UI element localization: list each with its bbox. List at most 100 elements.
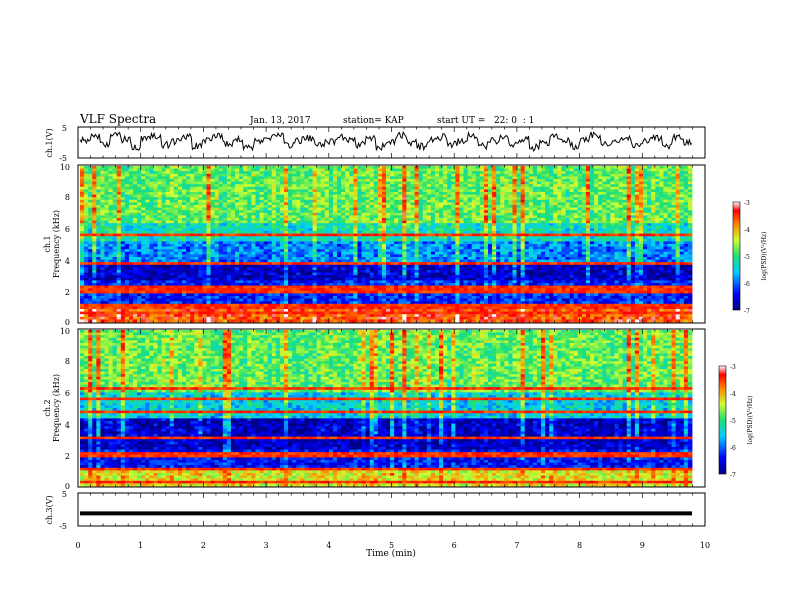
spectrogram-cell xyxy=(116,179,122,182)
spectrogram-cell xyxy=(186,197,191,201)
spectrogram-cell xyxy=(475,238,481,242)
spectrogram-cell xyxy=(133,212,138,216)
spectrogram-cell xyxy=(573,210,579,214)
spectrogram-cell xyxy=(345,166,350,169)
spectrogram-cell xyxy=(606,168,611,172)
spectrogram-cell xyxy=(626,238,632,242)
spectrogram-cell xyxy=(463,166,468,169)
spectrogram-cell xyxy=(116,197,122,201)
spectrogram-cell xyxy=(528,179,534,182)
spectrogram-cell xyxy=(141,231,146,234)
spectrogram-cell xyxy=(426,194,432,198)
spectrogram-cell xyxy=(602,241,607,245)
spectrogram-cell xyxy=(577,168,583,172)
spectrogram-cell xyxy=(124,197,130,201)
spectrogram-cell xyxy=(312,225,318,229)
spectrogram-cell xyxy=(328,207,334,211)
spectrogram-cell xyxy=(124,241,130,245)
spectrogram-cell xyxy=(418,205,424,208)
spectrogram-cell xyxy=(157,218,162,221)
spectrogram-cell xyxy=(488,220,493,224)
spectrogram-cell xyxy=(198,249,203,253)
spectrogram-cell xyxy=(104,207,109,211)
spectrogram-cell xyxy=(365,207,371,211)
spectrogram-cell xyxy=(145,199,150,203)
spectrogram-cell xyxy=(141,218,146,221)
spectrogram-cell xyxy=(590,197,595,201)
spectrogram-cell xyxy=(226,215,232,219)
spectrogram-cell xyxy=(459,171,464,175)
spectrogram-cell xyxy=(214,207,220,211)
spectrogram-cell xyxy=(647,197,652,201)
spectrogram-cell xyxy=(451,189,456,193)
spectrogram-cell xyxy=(532,249,538,253)
spectrogram-cell xyxy=(235,179,240,182)
spectrogram-cell xyxy=(418,249,424,253)
spectrogram-cell xyxy=(545,192,550,195)
spectrogram-cell xyxy=(541,197,546,201)
spectrogram-cell xyxy=(549,179,554,182)
spectrogram-cell xyxy=(316,189,322,193)
spectrogram-cell xyxy=(598,192,603,195)
spectrogram-cell xyxy=(218,244,224,247)
spectrogram-cell xyxy=(532,236,538,240)
spectrogram-cell xyxy=(638,212,644,216)
spectrogram-cell xyxy=(634,173,640,177)
spectrogram-cell xyxy=(218,189,224,193)
spectrogram-cell xyxy=(271,192,277,195)
spectrogram-cell xyxy=(524,249,530,253)
spectrogram-cell xyxy=(120,192,126,195)
spectrogram-cell xyxy=(137,236,142,240)
spectrogram-cell xyxy=(100,241,105,245)
spectrogram-cell xyxy=(284,186,289,190)
spectrogram-cell xyxy=(337,231,342,234)
spectrogram-cell xyxy=(683,223,689,227)
spectrogram-cell xyxy=(634,249,640,253)
spectrogram-cell xyxy=(177,189,183,193)
spectrogram-cell xyxy=(471,197,477,201)
spectrogram-cell xyxy=(602,202,607,206)
spectrogram-cell xyxy=(590,238,595,242)
spectrogram-cell xyxy=(345,207,350,211)
spectrogram-cell xyxy=(585,194,591,198)
spectrogram-cell xyxy=(84,251,89,255)
spectrogram-cell xyxy=(687,171,693,175)
spectrogram-cell xyxy=(128,199,134,203)
spectrogram-cell xyxy=(271,210,277,214)
spectrogram-cell xyxy=(667,186,672,190)
spectrogram-cell xyxy=(316,205,322,208)
spectrogram-cell xyxy=(177,251,183,255)
spectrogram-cell xyxy=(92,244,97,247)
spectrogram-cell xyxy=(300,186,305,190)
spectrogram-cell xyxy=(675,233,681,237)
spectrogram-cell xyxy=(536,223,542,227)
spectrogram-cell xyxy=(218,218,224,221)
spectrogram-cell xyxy=(386,238,391,242)
spectrogram-cell xyxy=(369,197,375,201)
spectrogram-cell xyxy=(345,210,350,214)
spectrogram-cell xyxy=(239,194,244,198)
spectrogram-cell xyxy=(120,210,126,214)
spectrogram-cell xyxy=(430,181,436,185)
spectrogram-cell xyxy=(337,166,342,169)
spectrogram-cell xyxy=(508,197,513,201)
spectrogram-cell xyxy=(569,202,575,206)
spectrogram-cell xyxy=(271,189,277,193)
spectrogram-cell xyxy=(271,238,277,242)
spectrogram-cell xyxy=(500,168,505,172)
spectrogram-cell xyxy=(214,192,220,195)
spectrogram-cell xyxy=(402,241,407,245)
spectrogram-cell xyxy=(133,184,138,188)
spectrogram-cell xyxy=(141,210,146,214)
spectrogram-cell xyxy=(141,215,146,219)
spectrogram-cell xyxy=(337,238,342,242)
spectrogram-cell xyxy=(439,207,444,211)
spectrogram-cell xyxy=(186,176,191,180)
spectrogram-cell xyxy=(222,176,228,180)
spectrogram-cell xyxy=(630,199,636,203)
spectrogram-cell xyxy=(288,233,293,237)
spectrogram-cell xyxy=(414,244,420,247)
spectrogram-cell xyxy=(243,181,248,185)
spectrogram-cell xyxy=(243,241,248,245)
spectrogram-cell xyxy=(626,189,632,193)
